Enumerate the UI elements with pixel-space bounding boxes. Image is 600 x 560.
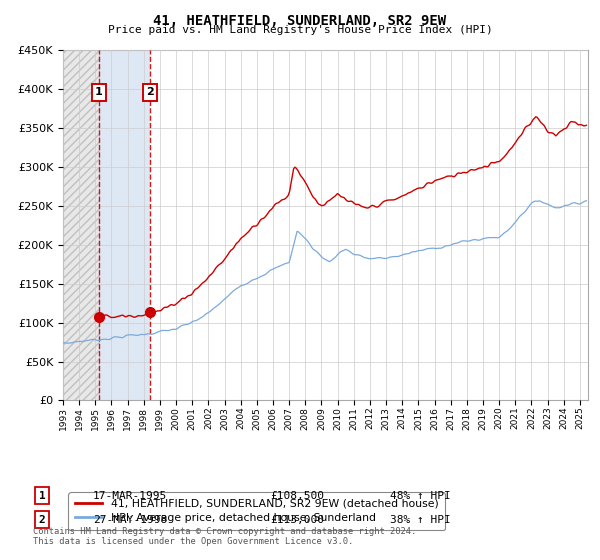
Text: Contains HM Land Registry data © Crown copyright and database right 2024.
This d: Contains HM Land Registry data © Crown c… <box>33 526 416 546</box>
Legend: 41, HEATHFIELD, SUNDERLAND, SR2 9EW (detached house), HPI: Average price, detach: 41, HEATHFIELD, SUNDERLAND, SR2 9EW (det… <box>68 492 445 530</box>
Text: 27-MAY-1998: 27-MAY-1998 <box>93 515 167 525</box>
Text: 41, HEATHFIELD, SUNDERLAND, SR2 9EW: 41, HEATHFIELD, SUNDERLAND, SR2 9EW <box>154 14 446 28</box>
Text: 2: 2 <box>38 515 46 525</box>
Text: 17-MAR-1995: 17-MAR-1995 <box>93 491 167 501</box>
Bar <box>63 50 98 400</box>
Bar <box>98 50 150 400</box>
Text: 1: 1 <box>38 491 46 501</box>
Bar <box>63 50 98 400</box>
Text: Price paid vs. HM Land Registry's House Price Index (HPI): Price paid vs. HM Land Registry's House … <box>107 25 493 35</box>
Text: 48% ↑ HPI: 48% ↑ HPI <box>390 491 451 501</box>
Text: 1: 1 <box>95 87 103 97</box>
Text: 2: 2 <box>146 87 154 97</box>
Text: £108,500: £108,500 <box>270 491 324 501</box>
Text: £113,000: £113,000 <box>270 515 324 525</box>
Text: 38% ↑ HPI: 38% ↑ HPI <box>390 515 451 525</box>
